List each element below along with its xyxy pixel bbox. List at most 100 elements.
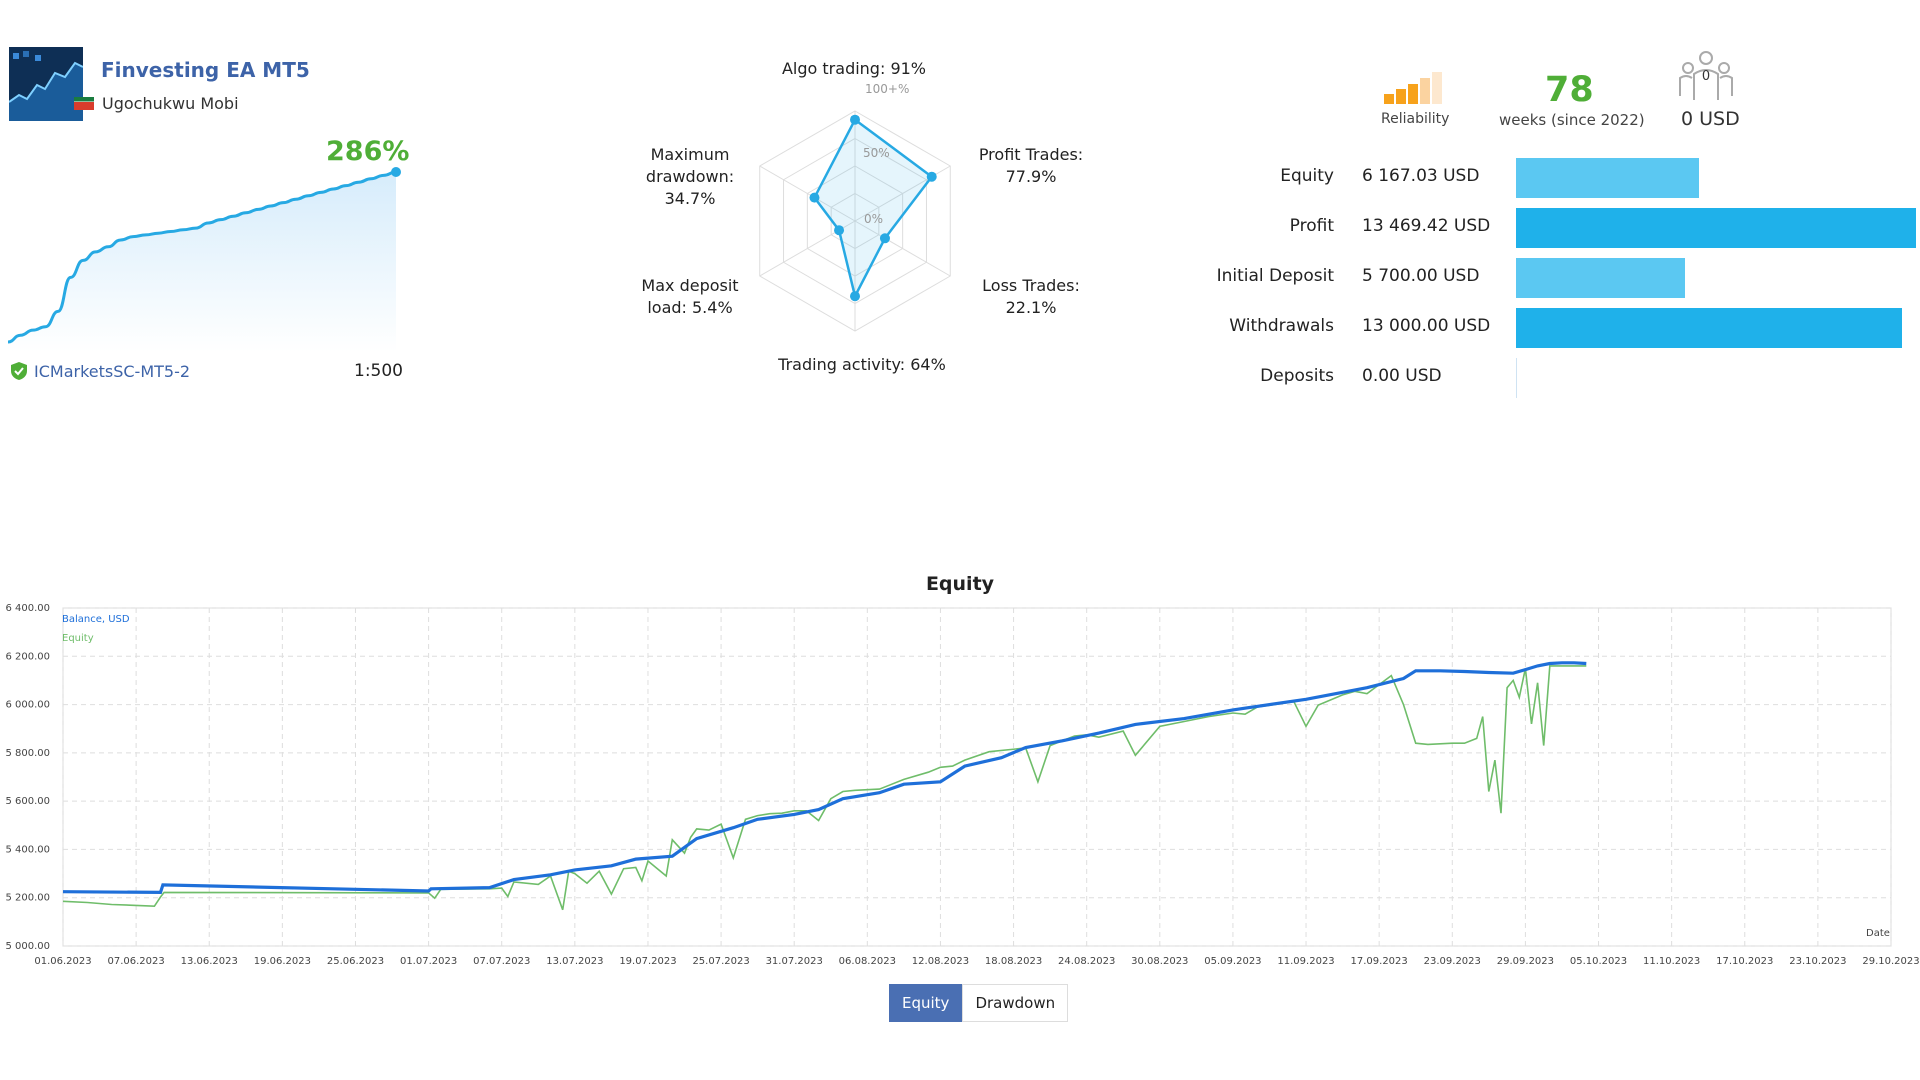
x-tick-label: 05.09.2023 [1204,956,1261,967]
stat-bar-withdrawals [1516,308,1903,348]
leverage-value: 1:500 [354,361,403,381]
tab-equity[interactable]: Equity [889,984,963,1022]
growth-endpoint [391,167,401,177]
radar-label-drawdown-line2: drawdown: [645,167,735,186]
y-tick-label: 5 200.00 [5,893,50,904]
x-tick-label: 19.07.2023 [619,956,676,967]
subscribers-icon: 0 [1679,51,1733,100]
x-tick-label: 13.06.2023 [181,956,238,967]
south-africa-flag-icon [74,97,94,110]
weeks-label: weeks (since 2022) [1499,111,1645,129]
stat-bar-initial-deposit [1516,258,1686,298]
subscribers-count: 0 [1702,69,1710,84]
radar-ring-middle-label: 50% [863,146,890,160]
x-axis-ticks: 01.06.2023 07.06.2023 13.06.2023 19.06.2023… [34,956,1919,967]
radar-point [926,171,937,182]
x-tick-label: 11.09.2023 [1277,956,1334,967]
y-tick-label: 5 400.00 [5,844,50,855]
x-tick-label: 25.06.2023 [327,956,384,967]
x-tick-label: 23.10.2023 [1789,956,1846,967]
author-name[interactable]: Ugochukwu Mobi [102,94,239,113]
radar-label-loss-line2: 22.1% [1005,298,1057,317]
stat-label-profit: Profit [1289,216,1334,236]
x-tick-label: 29.09.2023 [1497,956,1554,967]
reliability-bars-icon [1384,72,1442,104]
y-tick-label: 6 400.00 [5,603,50,614]
radar-label-drawdown-line1: Maximum [650,145,730,164]
radar-label-drawdown-line3: 34.7% [664,189,716,208]
radar-point [850,291,860,302]
broker-row[interactable]: ICMarketsSC-MT5-2 [10,361,190,381]
radar-label-deposit-line2: load: 5.4% [647,298,733,317]
stat-value-initial-deposit: 5 700.00 USD [1362,266,1480,286]
x-tick-label: 19.06.2023 [254,956,311,967]
y-tick-label: 5 000.00 [5,941,50,952]
radar-label-deposit-line1: Max deposit [641,276,739,295]
x-axis-label: Date [1866,928,1890,939]
stat-bar-profit [1516,208,1916,248]
stat-value-withdrawals: 13 000.00 USD [1362,316,1491,336]
x-tick-label: 01.06.2023 [34,956,91,967]
balance-series-line [62,661,1587,895]
x-tick-label: 17.10.2023 [1716,956,1773,967]
stat-bar-equity [1516,158,1700,198]
radar-point [809,192,820,203]
radar-ring-inner-label: 0% [864,212,883,226]
x-tick-label: 23.09.2023 [1424,956,1481,967]
legend-equity: Equity [62,633,94,644]
y-tick-label: 6 000.00 [5,700,50,711]
y-tick-label: 6 200.00 [5,651,50,662]
radar-label-profit-trades: Profit Trades: 77.9% [966,144,1096,188]
plot-area [62,607,1892,947]
radar-ring-outer-label: 100+% [865,82,909,96]
stat-value-deposits: 0.00 USD [1362,366,1442,386]
radar-point [879,233,890,244]
y-tick-label: 5 800.00 [5,748,50,759]
x-tick-label: 24.08.2023 [1058,956,1115,967]
avatar-chart-image [8,47,84,121]
x-tick-label: 07.07.2023 [473,956,530,967]
radar-spoke [759,165,856,222]
y-axis-ticks: 6 400.00 6 200.00 6 000.00 5 800.00 5 600.00… [5,603,50,952]
stat-label-deposits: Deposits [1260,366,1334,386]
legend-balance: Balance, USD [62,614,130,625]
broker-name[interactable]: ICMarketsSC-MT5-2 [34,361,191,381]
growth-sparkline [8,167,401,351]
x-tick-label: 06.08.2023 [839,956,896,967]
equity-series-line [62,665,1587,911]
radar-points [809,114,937,302]
x-tick-label: 18.08.2023 [985,956,1042,967]
verified-shield-icon [11,362,27,380]
author-row: Ugochukwu Mobi [74,94,239,113]
radar-label-profit-line1: Profit Trades: [978,145,1084,164]
subscribers-value: 0 USD [1681,108,1740,130]
x-tick-label: 12.08.2023 [912,956,969,967]
x-tick-label: 25.07.2023 [692,956,749,967]
x-tick-label: 11.10.2023 [1643,956,1700,967]
growth-line [8,170,397,344]
stat-value-profit: 13 469.42 USD [1362,216,1491,236]
weeks-value: 78 [1545,70,1594,110]
x-tick-label: 01.07.2023 [400,956,457,967]
radar-label-profit-line2: 77.9% [1005,167,1057,186]
signal-title[interactable]: Finvesting EA MT5 [101,58,310,82]
growth-value: 286% [326,136,410,167]
x-tick-label: 29.10.2023 [1862,956,1919,967]
chart-tabs: Equity Drawdown [889,984,1069,1022]
equity-chart[interactable]: 6 400.00 6 200.00 6 000.00 5 800.00 5 600.00… [0,596,1920,976]
x-tick-label: 30.08.2023 [1131,956,1188,967]
radar-point [834,225,845,236]
x-tick-label: 05.10.2023 [1570,956,1627,967]
radar-chart: 100+% 50% 0% [759,82,951,332]
signal-avatar[interactable] [8,47,84,121]
stat-bar-deposits [1516,358,1517,398]
reliability-label: Reliability [1381,111,1450,127]
radar-spoke [854,220,951,277]
stat-label-initial-deposit: Initial Deposit [1216,266,1334,286]
radar-label-max-drawdown: Maximum drawdown: 34.7% [630,144,750,210]
chart-title: Equity [925,573,995,595]
radar-label-loss-line1: Loss Trades: [982,276,1080,295]
stat-label-withdrawals: Withdrawals [1229,316,1334,336]
y-tick-label: 5 600.00 [5,796,50,807]
tab-drawdown[interactable]: Drawdown [962,984,1069,1022]
